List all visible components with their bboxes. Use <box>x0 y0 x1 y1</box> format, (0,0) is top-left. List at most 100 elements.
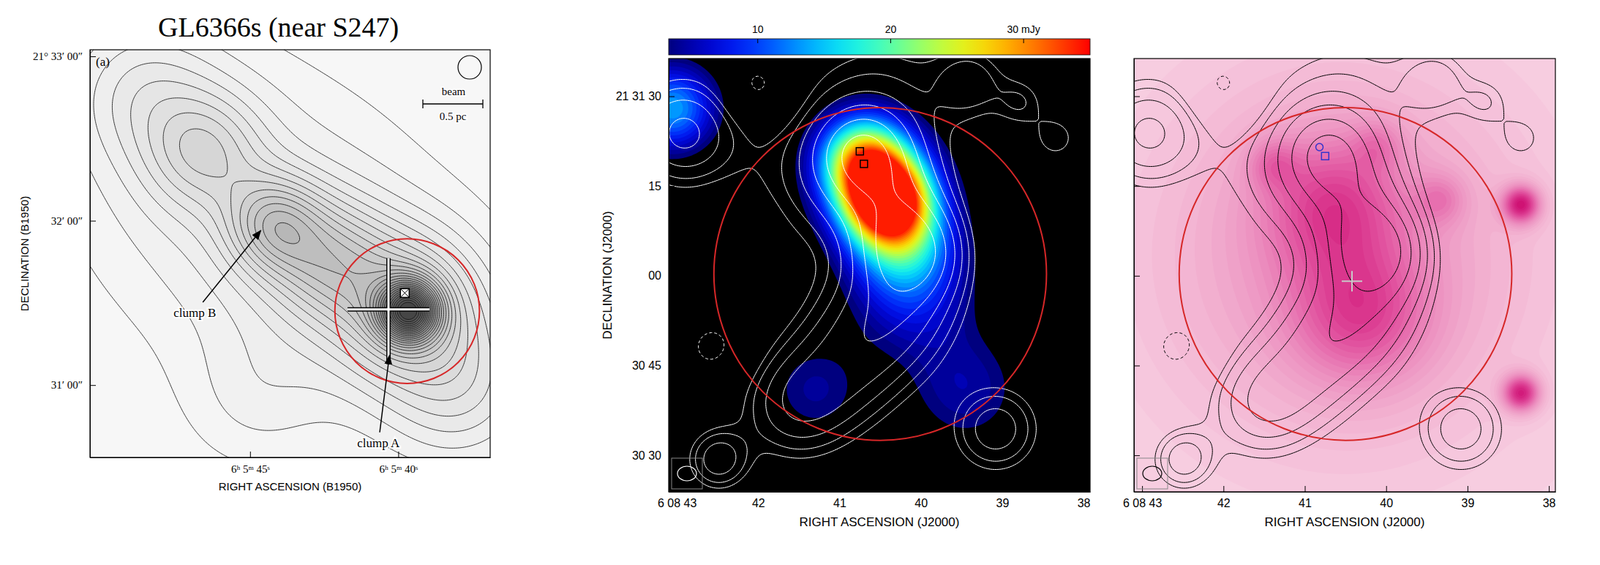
figure-title: GL6366s (near S247) <box>158 11 399 44</box>
contour-line-negative <box>1163 76 1230 360</box>
region-circle <box>335 238 480 384</box>
image-band <box>838 139 926 251</box>
tick-label: 39 <box>996 496 1010 510</box>
image-band <box>833 133 930 259</box>
image-band <box>1252 128 1540 409</box>
tick-label: 40 <box>1379 496 1393 510</box>
beam-box <box>671 457 703 489</box>
tick <box>1133 455 1140 456</box>
tick-label: 42 <box>1217 496 1231 510</box>
contour-band <box>247 196 453 358</box>
tick-mark <box>89 220 96 222</box>
colorbar-tick <box>757 38 758 44</box>
contour-band <box>111 62 491 432</box>
beam <box>1142 466 1162 481</box>
plot-area <box>89 49 491 458</box>
beam <box>457 55 482 80</box>
image-band <box>1133 58 1556 492</box>
tick: 42 <box>752 485 766 510</box>
y-axis: 21 31 30150030 4530 30 <box>616 59 675 493</box>
tick: 30 45 <box>632 359 675 372</box>
contour-line <box>1307 135 1402 292</box>
image-band <box>1513 197 1529 398</box>
tick-label: 38 <box>1542 496 1557 510</box>
image-band <box>1244 120 1541 412</box>
tick: 6 08 43 <box>1122 485 1162 510</box>
annotation-arrow <box>202 230 261 303</box>
tick <box>1133 365 1140 366</box>
tick: 00 <box>648 269 675 282</box>
image-band <box>668 70 961 333</box>
axis-line <box>1133 59 1135 493</box>
image-band <box>842 144 921 243</box>
tick: 38 <box>1542 485 1557 510</box>
tick-label: 00 <box>648 269 662 282</box>
y-axis-title: DECLINATION (B1950) <box>18 196 31 311</box>
x-axis: 6 08 434241403938 <box>1122 485 1557 510</box>
tick <box>1133 185 1140 187</box>
tick-label: 41 <box>833 496 847 510</box>
annotation-arrow <box>379 355 390 433</box>
tick: 6ʰ 5ᵐ 45ˢ <box>231 451 270 475</box>
position-marker-cross <box>400 288 409 298</box>
tick: 6ʰ 5ᵐ 40ˢ <box>378 451 418 475</box>
contour-line <box>1133 58 1534 488</box>
image-band <box>1133 58 1556 492</box>
position-marker <box>860 160 868 168</box>
tick: 21° 33′ 00″ <box>32 50 96 63</box>
contour-band <box>239 189 456 364</box>
region-circle <box>714 107 1047 441</box>
tick: 39 <box>1461 485 1475 510</box>
tick-label: 6 08 43 <box>1122 496 1162 510</box>
y-axis <box>1133 59 1140 493</box>
image-band <box>1133 58 1556 492</box>
tick: 30 30 <box>632 449 675 462</box>
image-band <box>839 140 925 249</box>
tick-mark <box>668 275 675 277</box>
image-band <box>668 77 955 316</box>
contour-band <box>93 49 491 448</box>
tick-mark <box>1133 365 1140 366</box>
image-band <box>822 121 942 284</box>
tick-label: 30 45 <box>632 359 662 372</box>
contour-line <box>668 58 1069 488</box>
tick-label: 39 <box>1461 496 1475 510</box>
colorbar-tick <box>1023 38 1025 44</box>
beam-label: beam <box>441 85 467 98</box>
tick-mark <box>89 56 96 58</box>
contour-band <box>130 81 491 417</box>
tick-label: 32′ 00″ <box>51 215 83 227</box>
contour-band <box>147 98 479 401</box>
tick-mark <box>921 485 922 492</box>
annotation: clump B <box>173 305 216 320</box>
contour-line <box>1134 104 1421 421</box>
image-band <box>1262 140 1536 407</box>
y-axis-title: DECLINATION (J2000) <box>600 210 615 339</box>
image-band <box>668 84 949 303</box>
region-circle <box>1179 107 1513 441</box>
image-band <box>1259 136 1538 408</box>
contour-line <box>668 91 1016 475</box>
tick: 15 <box>648 179 675 193</box>
position-marker <box>400 288 409 298</box>
contour-band <box>275 222 444 348</box>
cross-marker <box>347 258 430 361</box>
image-band <box>842 143 922 246</box>
contour-band <box>163 112 468 385</box>
colorbar-tick-label: 20 <box>885 23 897 36</box>
tick-mark <box>839 485 841 492</box>
image-band <box>668 66 968 390</box>
image-band <box>1174 80 1551 434</box>
tick-label: 30 30 <box>632 449 662 462</box>
axis-line <box>89 50 91 458</box>
tick-label: 42 <box>752 496 766 510</box>
tick-label: 6ʰ 5ᵐ 45ˢ <box>231 463 270 475</box>
position-marker <box>855 147 864 156</box>
tick-mark <box>668 96 675 98</box>
tick-mark <box>250 451 251 458</box>
tick: 32′ 00″ <box>51 215 96 227</box>
image-band <box>828 128 935 270</box>
image-band <box>1323 196 1530 400</box>
contour-line-negative <box>698 76 765 360</box>
beam <box>677 466 697 481</box>
